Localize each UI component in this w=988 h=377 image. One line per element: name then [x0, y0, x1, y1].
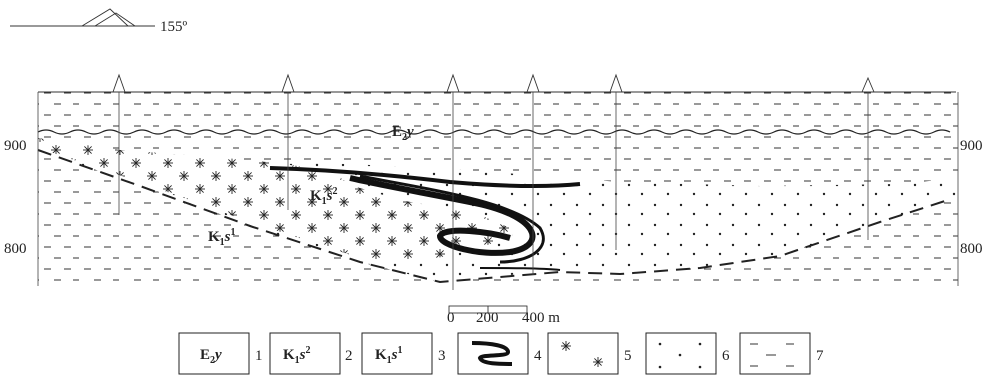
- legend: E2y 1 K1s2 2 K1s1 3 4 5 6 7: [178, 332, 824, 375]
- scale-tick-0: 0: [447, 310, 455, 326]
- unit-label-e2y: E2y: [392, 124, 414, 143]
- scale-bar: [448, 305, 528, 314]
- legend-dashes-symbol: [750, 343, 794, 367]
- boreholes: [118, 92, 869, 290]
- legend-num-7: 7: [816, 348, 824, 364]
- legend-num-6: 6: [722, 348, 730, 364]
- legend-star-symbol: [560, 340, 572, 352]
- legend-unit-k1s1: K1s1: [375, 345, 403, 366]
- unit-label-k1s1: K1s1: [208, 227, 236, 248]
- legend-box-k1s2: [269, 332, 341, 375]
- legend-box-stars: [547, 332, 619, 375]
- legend-box-e2y: [178, 332, 250, 375]
- legend-box-k1s1: [361, 332, 433, 375]
- legend-unit-k1s2: K1s2: [283, 345, 311, 366]
- k1s1-contact: [37, 149, 949, 284]
- azimuth-label: 155º: [160, 19, 188, 35]
- unconformity-line: [37, 129, 951, 135]
- legend-num-4: 4: [534, 348, 542, 364]
- unit-label-k1s2: K1s2: [310, 186, 338, 207]
- legend-num-5: 5: [624, 348, 632, 364]
- legend-box-dots: [645, 332, 717, 375]
- ore-body: [269, 166, 581, 271]
- star-zone-fill: [38, 138, 520, 262]
- elev-900-left: 900: [4, 138, 27, 154]
- elev-800-left: 800: [4, 241, 27, 257]
- legend-star-symbol: [592, 356, 604, 368]
- legend-unit-e2y: E2y: [200, 347, 222, 366]
- k1s1-body: [38, 150, 958, 286]
- legend-num-3: 3: [438, 348, 446, 364]
- borehole-collars: [112, 73, 875, 93]
- elev-800-right: 800: [960, 241, 983, 257]
- elev-900-right: 900: [960, 138, 983, 154]
- scale-tick-200: 200: [476, 310, 499, 326]
- scale-tick-400: 400 m: [522, 310, 560, 326]
- legend-dots-symbol: [658, 342, 702, 369]
- legend-num-1: 1: [255, 348, 263, 364]
- orientation-arrow: [10, 8, 155, 27]
- legend-num-2: 2: [345, 348, 353, 364]
- legend-box-dashes: [739, 332, 811, 375]
- legend-ore-symbol: [471, 341, 513, 366]
